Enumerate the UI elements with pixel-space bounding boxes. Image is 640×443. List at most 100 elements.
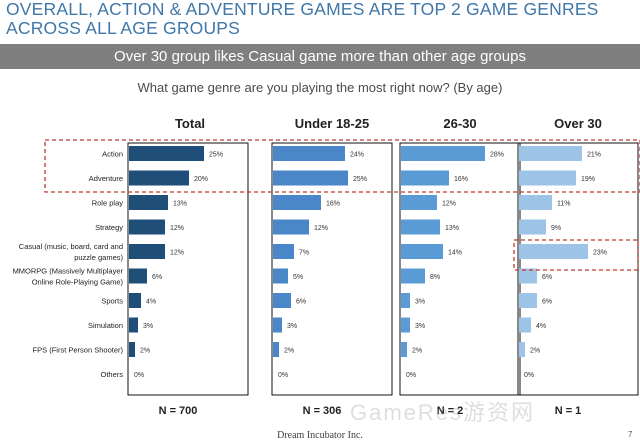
- data-label: 9%: [551, 225, 561, 232]
- data-label: 24%: [350, 152, 364, 159]
- category-label: Action: [102, 150, 123, 159]
- data-label: 19%: [581, 176, 595, 183]
- data-label: 16%: [326, 201, 340, 208]
- sample-size-label: N = 1: [555, 405, 582, 417]
- bar: [273, 170, 348, 186]
- data-label: 5%: [293, 274, 303, 281]
- data-label: 25%: [209, 152, 223, 159]
- data-label: 6%: [542, 299, 552, 306]
- bar: [273, 195, 321, 210]
- category-label: Sports: [101, 297, 123, 306]
- bar: [129, 342, 135, 357]
- data-label: 6%: [296, 299, 306, 306]
- category-label: Strategy: [95, 223, 123, 232]
- bar: [519, 244, 588, 259]
- data-label: 3%: [287, 323, 297, 330]
- category-label: Role play: [92, 199, 124, 208]
- highlight-box-action-adventure: [44, 139, 640, 193]
- panel-frame: [517, 142, 639, 396]
- data-label: 2%: [412, 348, 422, 355]
- data-label: 0%: [406, 372, 416, 379]
- data-label: 3%: [415, 323, 425, 330]
- sample-size-label: N = 2: [437, 405, 464, 417]
- panel-title: Under 18-25: [295, 116, 369, 131]
- data-label: 4%: [146, 299, 156, 306]
- data-label: 12%: [170, 225, 184, 232]
- bar: [401, 342, 407, 357]
- data-label: 0%: [524, 372, 534, 379]
- bar: [273, 146, 345, 161]
- bar: [519, 219, 546, 235]
- title-line-1: OVERALL, ACTION & ADVENTURE GAMES ARE TO…: [6, 0, 599, 19]
- bar: [273, 219, 309, 235]
- category-label: Casual (music, board, card and: [19, 242, 123, 251]
- category-label: Adventure: [89, 174, 123, 183]
- subtitle-bar: Over 30 group likes Casual game more tha…: [0, 44, 640, 69]
- bar: [401, 195, 437, 210]
- data-label: 20%: [194, 176, 208, 183]
- bar: [273, 342, 279, 357]
- category-label: Online Role-Playing Game): [32, 278, 124, 287]
- data-label: 28%: [490, 152, 504, 159]
- data-label: 11%: [557, 201, 571, 208]
- category-label: puzzle games): [74, 253, 123, 262]
- data-label: 7%: [299, 250, 309, 257]
- bar: [273, 293, 291, 308]
- data-label: 4%: [536, 323, 546, 330]
- bar: [129, 195, 168, 210]
- panel-title: Total: [175, 116, 205, 131]
- bar: [129, 146, 204, 161]
- data-label: 8%: [430, 274, 440, 281]
- title-line-2: ACROSS ALL AGE GROUPS: [6, 18, 241, 38]
- data-label: 21%: [587, 152, 601, 159]
- data-label: 3%: [143, 323, 153, 330]
- bar: [401, 317, 410, 333]
- panel-frame: [271, 142, 393, 396]
- data-label: 0%: [134, 372, 144, 379]
- bar: [273, 317, 282, 333]
- data-label: 13%: [173, 201, 187, 208]
- bar: [519, 293, 537, 308]
- bar: [401, 170, 449, 186]
- data-label: 0%: [278, 372, 288, 379]
- category-label: FPS (First Person Shooter): [33, 346, 124, 355]
- bar: [401, 146, 485, 161]
- panel-title: 26-30: [443, 116, 476, 131]
- bar: [519, 317, 531, 333]
- bar: [401, 244, 443, 259]
- panel-title: Over 30: [554, 116, 602, 131]
- bar: [273, 268, 288, 284]
- bar: [129, 244, 165, 259]
- bar: [129, 268, 147, 284]
- data-label: 2%: [530, 348, 540, 355]
- data-label: 25%: [353, 176, 367, 183]
- bar: [519, 170, 576, 186]
- page-title: OVERALL, ACTION & ADVENTURE GAMES ARE TO…: [6, 0, 636, 38]
- category-label: Others: [100, 370, 123, 379]
- data-label: 16%: [454, 176, 468, 183]
- data-label: 12%: [314, 225, 328, 232]
- category-label: MMORPG (Massively Multiplayer: [13, 267, 124, 276]
- data-label: 12%: [170, 250, 184, 257]
- data-label: 6%: [152, 274, 162, 281]
- data-label: 12%: [442, 201, 456, 208]
- panel-frame: [127, 142, 249, 396]
- watermark: GameRes游资网: [350, 400, 536, 425]
- data-label: 2%: [140, 348, 150, 355]
- page-number: 7: [628, 430, 633, 439]
- bar: [401, 293, 410, 308]
- bar: [401, 219, 440, 235]
- bar: [129, 317, 138, 333]
- sample-size-label: N = 700: [159, 405, 198, 417]
- bar: [129, 293, 141, 308]
- data-label: 23%: [593, 250, 607, 257]
- bar: [519, 342, 525, 357]
- data-label: 2%: [284, 348, 294, 355]
- chart-question: What game genre are you playing the most…: [137, 80, 503, 95]
- data-label: 14%: [448, 250, 462, 257]
- bar: [519, 268, 537, 284]
- bar: [273, 244, 294, 259]
- subtitle: Over 30 group likes Casual game more tha…: [114, 48, 526, 65]
- bar: [129, 219, 165, 235]
